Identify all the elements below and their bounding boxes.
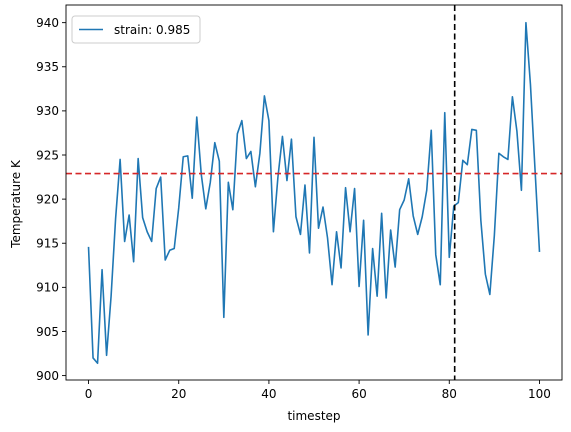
y-tick-label: 920 bbox=[36, 192, 59, 206]
x-tick-label: 20 bbox=[171, 387, 186, 401]
x-tick-label: 80 bbox=[442, 387, 457, 401]
y-tick-label: 930 bbox=[36, 104, 59, 118]
x-axis-label: timestep bbox=[287, 409, 340, 423]
x-tick-label: 60 bbox=[351, 387, 366, 401]
axis-ticks: 0 20 40 60 80 100 900 905 910 915 920 925 930 935 940 bbox=[36, 16, 551, 401]
y-tick-label: 925 bbox=[36, 148, 59, 162]
y-tick-label: 940 bbox=[36, 16, 59, 30]
x-tick-label: 40 bbox=[261, 387, 276, 401]
y-tick-label: 935 bbox=[36, 60, 59, 74]
x-tick-label: 100 bbox=[528, 387, 551, 401]
legend-label: strain: 0.985 bbox=[114, 23, 190, 37]
y-tick-label: 900 bbox=[36, 369, 59, 383]
legend-frame bbox=[71, 15, 201, 44]
y-tick-label: 910 bbox=[36, 281, 59, 295]
legend: strain: 0.985 bbox=[71, 15, 201, 44]
y-axis-label: Temperature K bbox=[9, 159, 23, 249]
series-line-0 bbox=[87, 21, 541, 365]
plot-frame bbox=[65, 4, 563, 381]
y-tick-label: 905 bbox=[36, 325, 59, 339]
y-tick-label: 915 bbox=[36, 237, 59, 251]
x-tick-label: 0 bbox=[85, 387, 93, 401]
